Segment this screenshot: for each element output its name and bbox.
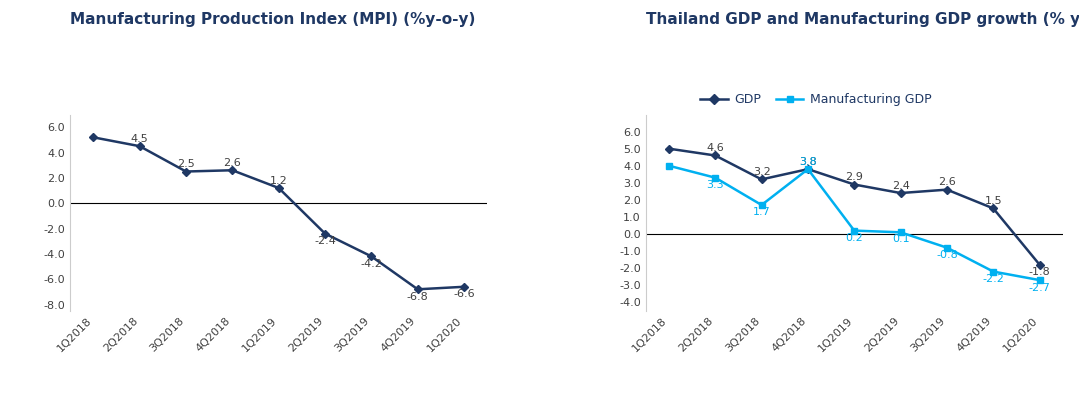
Text: 1.7: 1.7 bbox=[753, 207, 770, 217]
Text: 1.5: 1.5 bbox=[984, 196, 1002, 206]
Text: -6.8: -6.8 bbox=[407, 292, 428, 302]
Text: 2.5: 2.5 bbox=[177, 159, 195, 169]
Text: 3.8: 3.8 bbox=[800, 157, 817, 167]
Text: 0.2: 0.2 bbox=[845, 233, 863, 243]
Text: 3.3: 3.3 bbox=[707, 180, 724, 190]
Text: -2.7: -2.7 bbox=[1028, 283, 1051, 293]
Text: 2.6: 2.6 bbox=[938, 178, 956, 187]
Text: 0.1: 0.1 bbox=[892, 234, 910, 245]
Text: -0.8: -0.8 bbox=[937, 250, 958, 260]
Text: -1.8: -1.8 bbox=[1028, 267, 1051, 277]
Text: 4.6: 4.6 bbox=[707, 143, 724, 153]
Text: -4.2: -4.2 bbox=[360, 259, 382, 269]
Text: 2.4: 2.4 bbox=[891, 181, 910, 191]
Text: 2.6: 2.6 bbox=[223, 157, 242, 168]
Text: Manufacturing Production Index (MPI) (%y-o-y): Manufacturing Production Index (MPI) (%y… bbox=[70, 12, 476, 27]
Text: 4.5: 4.5 bbox=[131, 134, 149, 144]
Text: -6.6: -6.6 bbox=[453, 290, 475, 299]
Text: 3.8: 3.8 bbox=[800, 157, 817, 167]
Text: Thailand GDP and Manufacturing GDP growth (% y-o-y): Thailand GDP and Manufacturing GDP growt… bbox=[645, 12, 1079, 27]
Text: 2.9: 2.9 bbox=[845, 172, 863, 182]
Text: -2.2: -2.2 bbox=[982, 274, 1005, 284]
Text: -2.4: -2.4 bbox=[314, 236, 336, 246]
Legend: GDP, Manufacturing GDP: GDP, Manufacturing GDP bbox=[695, 88, 937, 111]
Text: 3.2: 3.2 bbox=[753, 167, 770, 177]
Text: 1.2: 1.2 bbox=[270, 176, 288, 186]
